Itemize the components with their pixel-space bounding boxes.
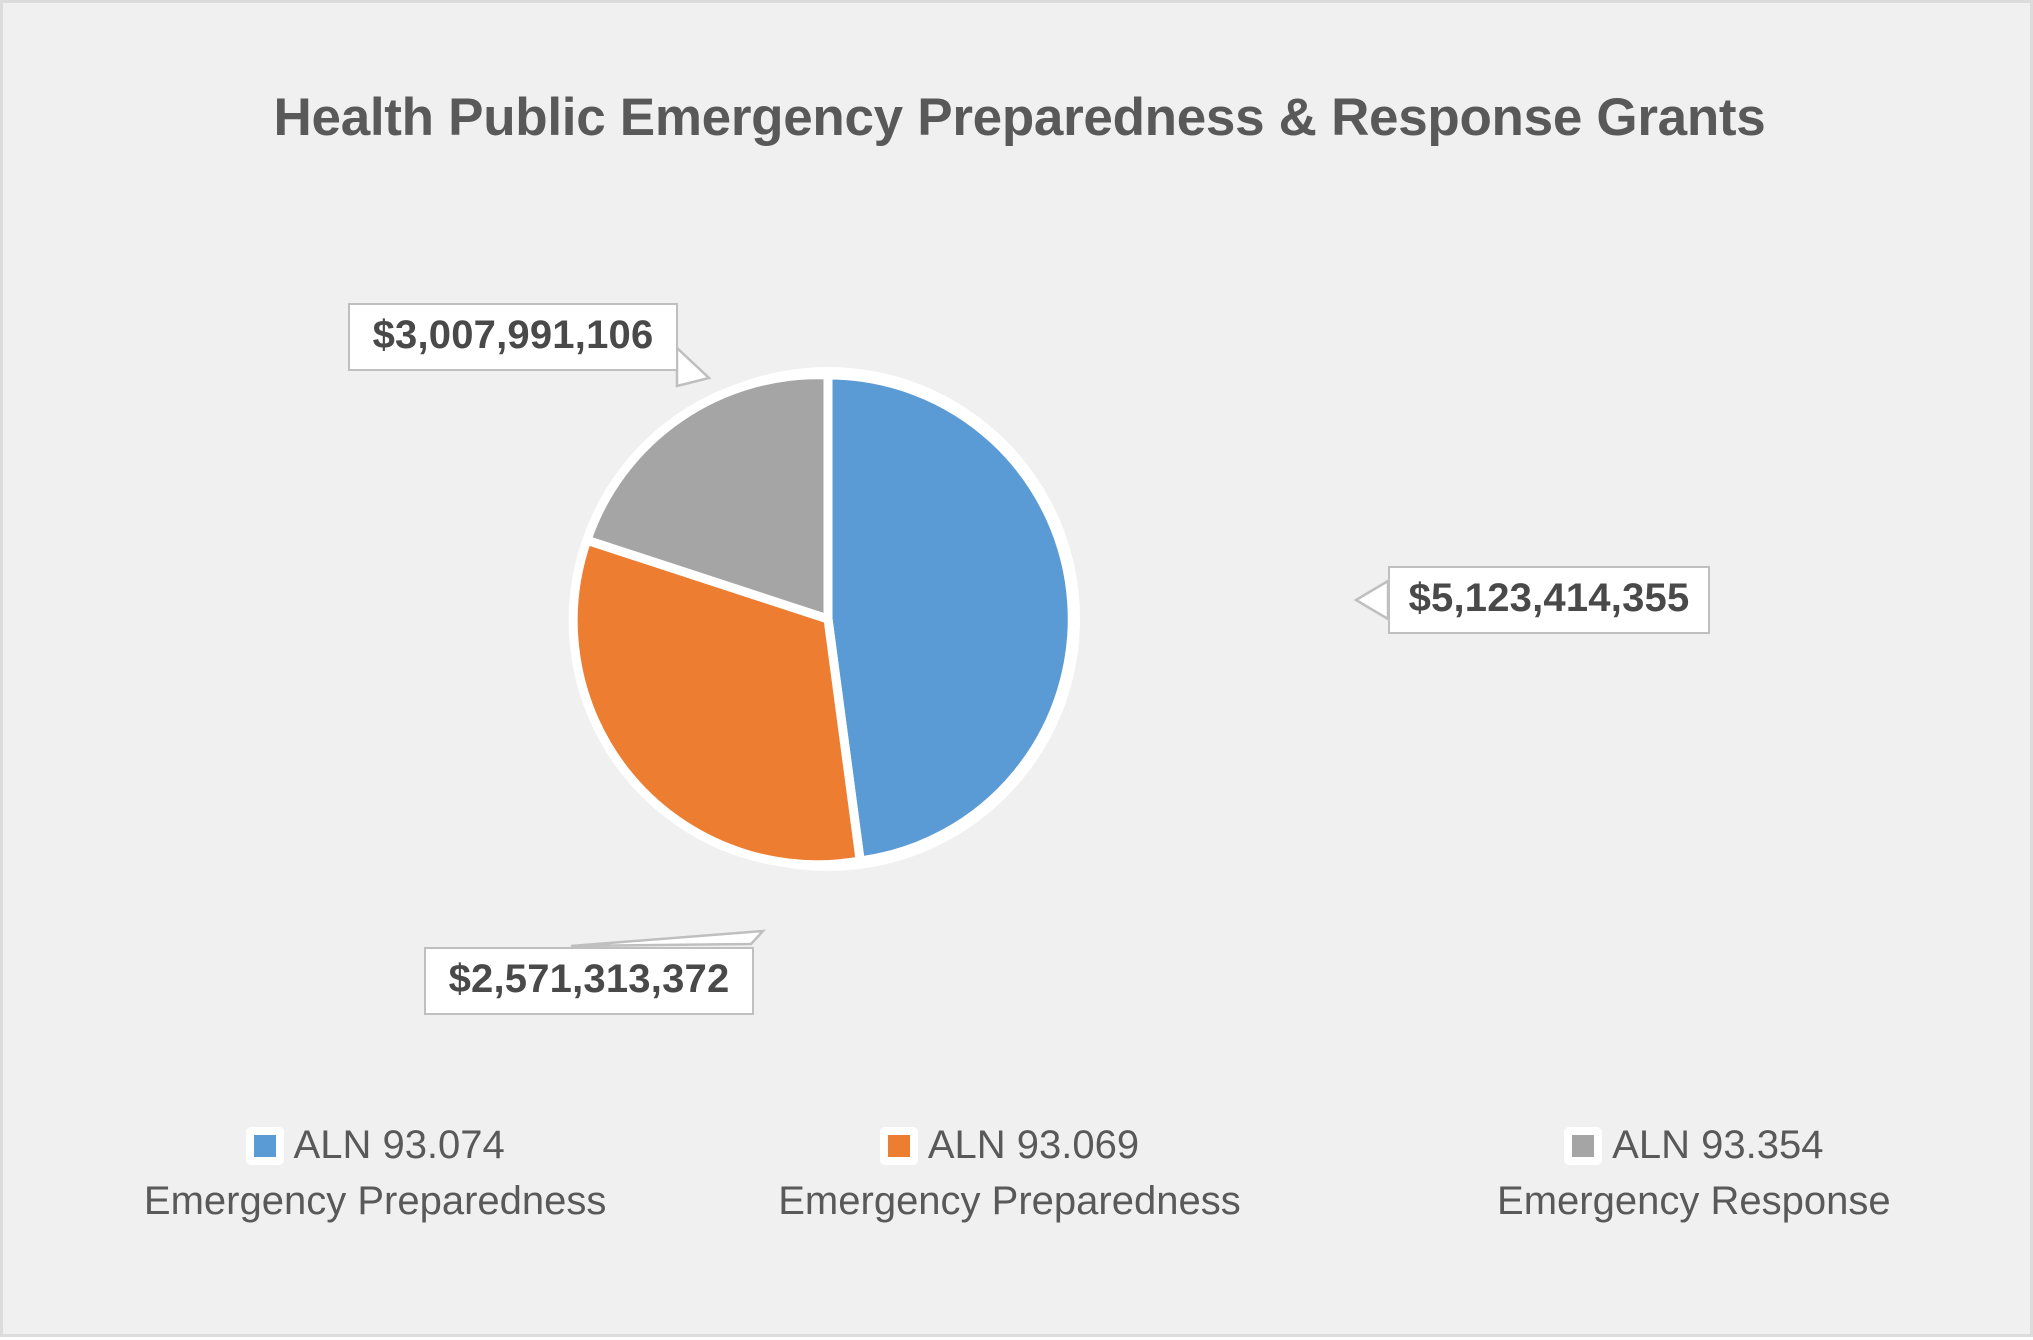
legend-label-description-1: Emergency Preparedness bbox=[778, 1179, 1241, 1223]
data-label-aln-93-354[interactable]: $3,007,991,106 bbox=[348, 303, 678, 371]
legend-marker-gray bbox=[1572, 1134, 1595, 1157]
legend-item-header: ALN 93.069 bbox=[879, 1123, 1140, 1168]
legend-marker-box-gray bbox=[1564, 1126, 1603, 1165]
legend-label-code-0: ALN 93.074 bbox=[293, 1123, 505, 1167]
chart-title: Health Public Emergency Preparedness & R… bbox=[273, 88, 1766, 147]
legend-marker-blue bbox=[253, 1134, 276, 1157]
callout-tail-orange bbox=[570, 929, 767, 948]
legend-marker-orange bbox=[887, 1134, 910, 1157]
data-label-aln-93-074[interactable]: $5,123,414,355 bbox=[1388, 566, 1710, 634]
pie-slice-aln-93-069[interactable] bbox=[568, 534, 866, 870]
legend-item-aln-93-354[interactable]: ALN 93.354 Emergency Response bbox=[1352, 1123, 2033, 1224]
legend-label-description-2: Emergency Response bbox=[1497, 1179, 1891, 1223]
plot-area: $3,007,991,106 $5,123,414,355 $2,571,313… bbox=[3, 3, 2033, 1340]
legend-marker-box-blue bbox=[245, 1126, 284, 1165]
legend-label-description-0: Emergency Preparedness bbox=[143, 1179, 607, 1223]
legend-item-aln-93-074[interactable]: ALN 93.074 Emergency Preparedness bbox=[33, 1123, 717, 1224]
pie-chart-svg bbox=[568, 345, 1390, 948]
pie-slice-aln-93-074[interactable] bbox=[823, 370, 1077, 866]
pie-slice-aln-93-354[interactable] bbox=[581, 370, 833, 626]
legend-item-header: ALN 93.074 bbox=[245, 1123, 505, 1168]
data-label-aln-93-069[interactable]: $2,571,313,372 bbox=[424, 947, 754, 1015]
legend-label-code-2: ALN 93.354 bbox=[1612, 1123, 1824, 1167]
legend-marker-box-orange bbox=[879, 1126, 918, 1165]
legend-label-code-1: ALN 93.069 bbox=[927, 1123, 1140, 1167]
legend-item-header: ALN 93.354 bbox=[1564, 1123, 1823, 1168]
chart-legend: ALN 93.074 Emergency Preparedness ALN 93… bbox=[3, 1123, 2033, 1224]
legend-item-aln-93-069[interactable]: ALN 93.069 Emergency Preparedness bbox=[667, 1123, 1351, 1224]
callout-tail-gray bbox=[675, 345, 712, 388]
callout-tail-blue bbox=[1353, 578, 1390, 622]
